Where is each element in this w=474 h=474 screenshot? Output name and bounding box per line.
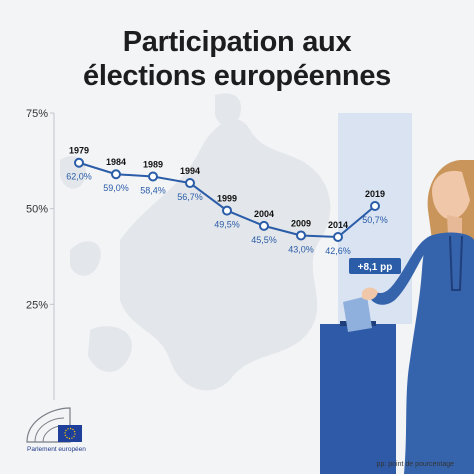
data-point-1979 [74,157,84,168]
eu-stars-ring-icon [64,427,76,440]
face-shape [432,170,470,220]
year-label-2014: 2014 [328,220,348,230]
value-label-1989: 58,4% [140,186,166,196]
hemicycle-inner-icon [34,417,65,443]
data-point-1989 [148,171,158,182]
data-point-1994 [185,178,195,189]
hemicycle-icon [26,407,71,443]
year-label-2019: 2019 [365,189,385,199]
change-badge: +8,1 pp [349,258,401,274]
lanyard-shape [449,235,463,291]
body-shape [404,232,474,474]
value-label-1999: 49,5% [214,220,240,230]
badge-text: +8,1 pp [358,262,393,273]
neck-shape [447,215,462,238]
year-label-1989: 1989 [143,160,163,170]
year-label-1979: 1979 [69,146,89,156]
data-labels: 1979 62,0% 1984 59,0% 1989 58,4% 1994 56,7% 1999… [66,146,388,256]
value-label-1984: 59,0% [103,183,129,193]
eu-flag-icon [58,425,82,442]
parliament-logo [26,407,82,443]
year-label-2009: 2009 [291,218,311,228]
year-label-1999: 1999 [217,194,237,204]
y-tick-label: 75% [26,108,48,120]
data-points [74,157,380,242]
year-label-1984: 1984 [106,157,126,167]
badge-background [349,258,401,274]
value-label-1994: 56,7% [177,192,203,202]
ballot-box [320,324,396,474]
value-label-2009: 43,0% [288,244,314,254]
hand-shape [362,287,378,300]
data-point-1984 [111,169,121,180]
value-label-2019: 50,7% [362,215,388,225]
data-point-2014 [333,231,343,242]
year-label-1994: 1994 [180,166,200,176]
y-ticks: 75% 50% 25% [26,108,54,311]
ballot-paper [343,296,372,332]
data-point-2019 [370,200,380,211]
footnote: pp: point de pourcentage [376,461,454,468]
y-tick-label: 50% [26,204,48,216]
year-label-2004: 2004 [254,209,274,219]
value-label-2004: 45,5% [251,235,277,245]
logo-label: Parlement européen [27,446,86,453]
value-label-2014: 42,6% [325,246,351,256]
voter-illustration [362,160,474,474]
value-label-1979: 62,0% [66,172,92,182]
y-tick-label: 25% [26,299,48,311]
data-point-1999 [222,205,232,216]
data-point-2009 [296,230,306,241]
chart-title-line1: Participation aux [122,26,352,58]
europe-map-background [60,93,331,391]
arm-shape [370,236,430,305]
chart-title-line2: élections européennes [83,60,391,92]
ballot-box-illustration [320,296,396,474]
data-point-2004 [259,220,269,231]
